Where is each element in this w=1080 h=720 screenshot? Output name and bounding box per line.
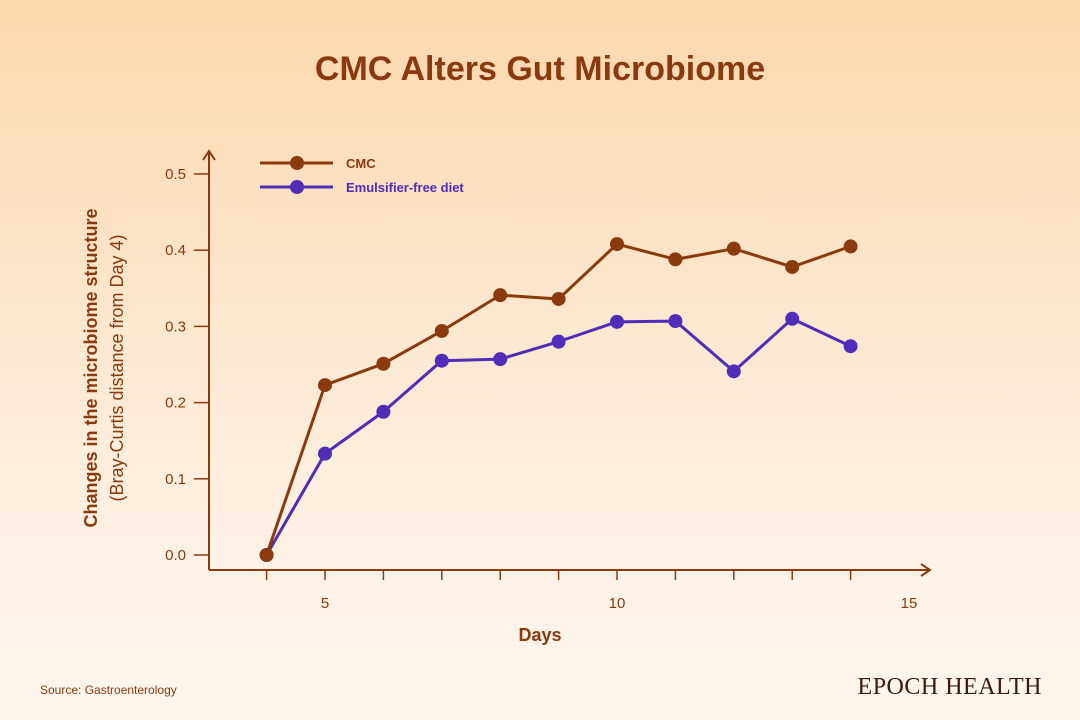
brand-logo: EPOCH HEALTH [857,674,1042,700]
y-tick-label: 0.3 [165,318,186,335]
y-axis-label: Changes in the microbiome structure [81,208,101,527]
y-tick-label: 0.4 [165,242,186,259]
y-tick-label: 0.1 [165,471,186,488]
x-axis-label: Days [518,625,561,645]
legend-marker [290,156,304,170]
data-point-cmc [668,252,683,267]
data-point-emulsifier-free [668,314,683,329]
data-point-emulsifier-free [785,311,800,326]
y-tick-label: 0.2 [165,395,186,412]
data-point-cmc [259,548,274,562]
data-point-cmc [434,323,449,338]
data-point-emulsifier-free [493,352,508,367]
x-tick-label: 10 [609,595,626,612]
y-tick-label: 0.5 [165,166,186,183]
data-point-cmc [318,378,332,393]
legend-label: CMC [346,156,376,171]
data-point-cmc [843,239,858,254]
y-axis-arrow-icon [202,149,216,161]
data-point-cmc [493,288,508,303]
data-point-cmc [376,356,391,371]
chart-title: CMC Alters Gut Microbiome [314,50,766,88]
data-point-emulsifier-free [843,339,858,354]
source-note: Source: Gastroenterology [40,683,177,697]
data-point-emulsifier-free [376,404,391,419]
legend-marker [290,180,304,194]
data-point-emulsifier-free [434,353,449,368]
y-axis-sublabel: (Bray-Curtis distance from Day 4) [107,234,127,501]
series-line-cmc [265,242,852,556]
x-tick-label: 15 [901,595,918,612]
data-point-emulsifier-free [726,364,741,379]
data-point-emulsifier-free [318,446,332,461]
series-line-emulsifier-free [265,317,852,556]
x-axis-arrow-icon [920,563,932,577]
data-point-cmc [610,237,624,252]
data-point-cmc [785,259,800,274]
data-point-cmc [726,241,741,256]
legend-label: Emulsifier-free diet [346,180,464,195]
data-point-emulsifier-free [551,334,566,349]
data-point-cmc [551,291,566,306]
data-point-emulsifier-free [610,314,624,329]
y-tick-label: 0.0 [165,547,186,564]
x-tick-label: 5 [321,595,329,612]
